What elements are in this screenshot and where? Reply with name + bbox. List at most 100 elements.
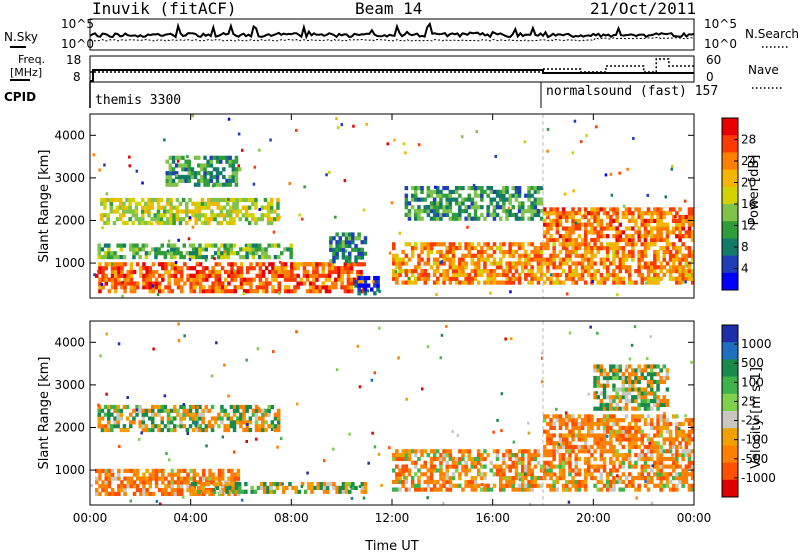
heatmap-cell [549, 261, 553, 266]
heatmap-cell [248, 427, 253, 433]
heatmap-cell [160, 408, 164, 413]
heatmap-cell [141, 424, 146, 429]
heatmap-cell [404, 453, 409, 458]
heatmap-cell [568, 253, 572, 258]
heatmap-cell [95, 273, 99, 278]
heatmap-cell [618, 261, 622, 266]
heatmap-cell [203, 155, 207, 160]
heatmap-cell [160, 420, 164, 425]
heatmap-cell [227, 289, 231, 294]
heatmap-cell [665, 425, 670, 430]
heatmap-cell [659, 464, 663, 469]
heatmap-cell [602, 414, 607, 419]
heatmap-cell [343, 262, 348, 267]
heatmap-cell [643, 402, 648, 407]
heatmap-cell [615, 364, 619, 369]
heatmap-cell [182, 404, 186, 410]
heatmap-cell [660, 484, 664, 488]
heatmap-cell [595, 125, 598, 129]
heatmap-cell [476, 205, 481, 210]
heatmap-cell [229, 404, 234, 410]
heatmap-cell [346, 289, 351, 294]
heatmap-cell [423, 460, 427, 465]
heatmap-cell [234, 155, 239, 160]
heatmap-cell [445, 269, 449, 274]
heatmap-cell [344, 236, 349, 241]
heatmap-cell [505, 249, 509, 255]
heatmap-cell [173, 480, 178, 485]
heatmap-cell [596, 218, 600, 223]
heatmap-cell [227, 197, 230, 201]
heatmap-cell [656, 468, 660, 473]
heatmap-cell [404, 212, 409, 217]
heatmap-cell [217, 472, 222, 477]
heatmap-cell [690, 234, 695, 239]
heatmap-cell [198, 273, 203, 278]
heatmap-cell [155, 220, 158, 224]
heatmap-cell [612, 433, 616, 438]
heatmap-cell [640, 395, 644, 400]
heatmap-cell [565, 272, 569, 278]
heatmap-cell [489, 291, 492, 295]
heatmap-cell [97, 243, 101, 248]
heatmap-cell [609, 261, 613, 266]
heatmap-cell [273, 416, 278, 421]
heatmap-cell [407, 242, 412, 247]
heatmap-cell [555, 441, 560, 446]
heatmap-cell [587, 418, 591, 423]
heatmap-cell [439, 205, 443, 210]
heatmap-cell [483, 249, 487, 255]
heatmap-cell [650, 476, 654, 481]
heatmap-cell [536, 265, 541, 270]
heatmap-cell [170, 484, 174, 489]
heatmap-cell [327, 289, 332, 294]
heatmap-cell [574, 253, 578, 258]
heatmap-cell [483, 242, 487, 247]
heatmap-cell [492, 189, 497, 194]
heatmap-cell [571, 479, 575, 485]
heatmap-cell [319, 485, 324, 490]
heatmap-cell [461, 186, 465, 191]
heatmap-cell [580, 214, 585, 220]
heatmap-cell [118, 197, 123, 203]
heatmap-cell [599, 280, 604, 285]
heatmap-cell [95, 491, 99, 496]
heatmap-cell [268, 269, 272, 275]
heatmap-cell [527, 216, 531, 221]
heatmap-cell [596, 269, 600, 274]
heatmap-cell [188, 412, 193, 417]
heatmap-cell [116, 416, 120, 421]
heatmap-cell [599, 487, 604, 492]
heatmap-cell [134, 201, 139, 206]
heatmap-cell [239, 420, 243, 425]
heatmap-cell [568, 441, 572, 446]
heatmap-cell [539, 265, 544, 270]
heatmap-cell [489, 186, 493, 191]
heatmap-cell [555, 464, 560, 469]
heatmap-cell [583, 487, 588, 492]
heatmap-cell [395, 476, 399, 481]
heatmap-cell [543, 230, 547, 235]
noise-tick-low-right: 10^0 [704, 37, 737, 51]
heatmap-cell [163, 424, 168, 429]
heatmap-cell [165, 159, 169, 164]
heatmap-cell [574, 460, 578, 465]
heatmap-cell [269, 138, 272, 142]
heatmap-cell [583, 483, 588, 488]
heatmap-cell [231, 485, 236, 490]
heatmap-cell [366, 283, 371, 288]
freq-unit-label: [MHz] [10, 66, 42, 79]
heatmap-cell [605, 222, 610, 227]
heatmap-cell [561, 211, 566, 216]
heatmap-cell [609, 214, 613, 220]
heatmap-cell [372, 280, 375, 284]
heatmap-cell [672, 441, 676, 446]
heatmap-cell [643, 418, 648, 423]
heatmap-cell [565, 292, 569, 296]
heatmap-cell [458, 216, 462, 221]
heatmap-cell [514, 193, 519, 198]
heatmap-cell [627, 207, 632, 212]
heatmap-cell [203, 205, 208, 210]
heatmap-cell [200, 213, 205, 218]
heatmap-cell [226, 427, 230, 433]
